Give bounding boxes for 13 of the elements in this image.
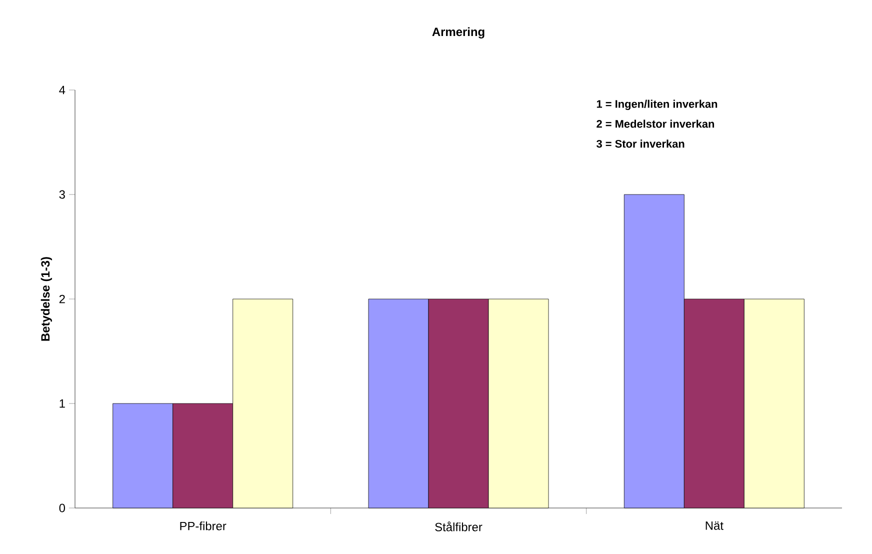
x-tick-label: Stålfibrer — [435, 522, 482, 532]
y-tick-label: 1 — [60, 399, 65, 408]
x-tick-label: PP-fibrer — [180, 522, 226, 530]
annotation: 1 = Ingen/liten inverkan — [596, 100, 718, 110]
annotation: 2 = Medelstor inverkan — [596, 120, 714, 128]
y-tick-label: 0 — [59, 504, 66, 512]
annotation: 3 = Stor inverkan — [596, 140, 684, 148]
chart-title: Armering — [432, 27, 484, 38]
y-tick-label: 3 — [59, 190, 65, 199]
y-tick-label: 2 — [59, 294, 65, 304]
x-tick-label: Nät — [706, 522, 724, 530]
y-axis-title: Betydelse (1-3) — [40, 257, 52, 341]
y-tick-label: 4 — [59, 86, 66, 94]
